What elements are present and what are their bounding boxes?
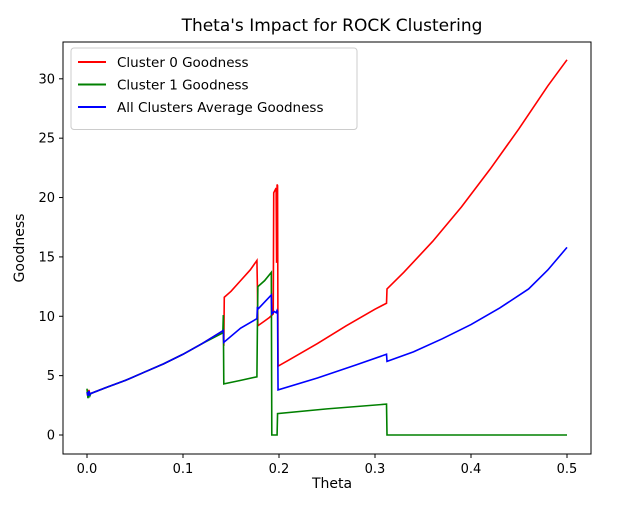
legend: Cluster 0 Goodness Cluster 1 Goodness All …	[70, 47, 358, 130]
y-tick-label-1: 5	[47, 369, 55, 384]
y-axis: 0 5 10 15 20 25 30	[38, 72, 63, 444]
chart-title: Theta's Impact for ROCK Clustering	[181, 16, 483, 36]
legend-entry-2: All Clusters Average Goodness	[117, 100, 323, 116]
x-axis: 0.0 0.1 0.2 0.3 0.4 0.5	[77, 454, 578, 477]
legend-entry-1: Cluster 1 Goodness	[117, 78, 249, 94]
y-axis-label: Goodness	[12, 214, 28, 283]
x-tick-label-5: 0.5	[557, 462, 578, 477]
x-tick-label-1: 0.1	[173, 462, 194, 477]
y-tick-label-0: 0	[47, 429, 55, 444]
x-axis-label: Theta	[311, 476, 352, 492]
x-tick-label-4: 0.4	[461, 462, 482, 477]
y-tick-label-6: 30	[38, 72, 55, 87]
x-tick-label-0: 0.0	[77, 462, 98, 477]
y-tick-label-5: 25	[38, 132, 55, 147]
legend-box	[70, 47, 358, 130]
y-tick-label-4: 20	[38, 191, 55, 206]
legend-entry-0: Cluster 0 Goodness	[117, 55, 249, 71]
series-line-1	[86, 270, 567, 436]
plot-area	[86, 59, 568, 436]
plot-frame	[62, 41, 592, 455]
x-tick-label-2: 0.2	[269, 462, 290, 477]
series-line-2	[86, 246, 568, 397]
y-tick-label-2: 10	[38, 310, 55, 325]
y-tick-label-3: 15	[38, 250, 55, 265]
x-tick-label-3: 0.3	[365, 462, 386, 477]
